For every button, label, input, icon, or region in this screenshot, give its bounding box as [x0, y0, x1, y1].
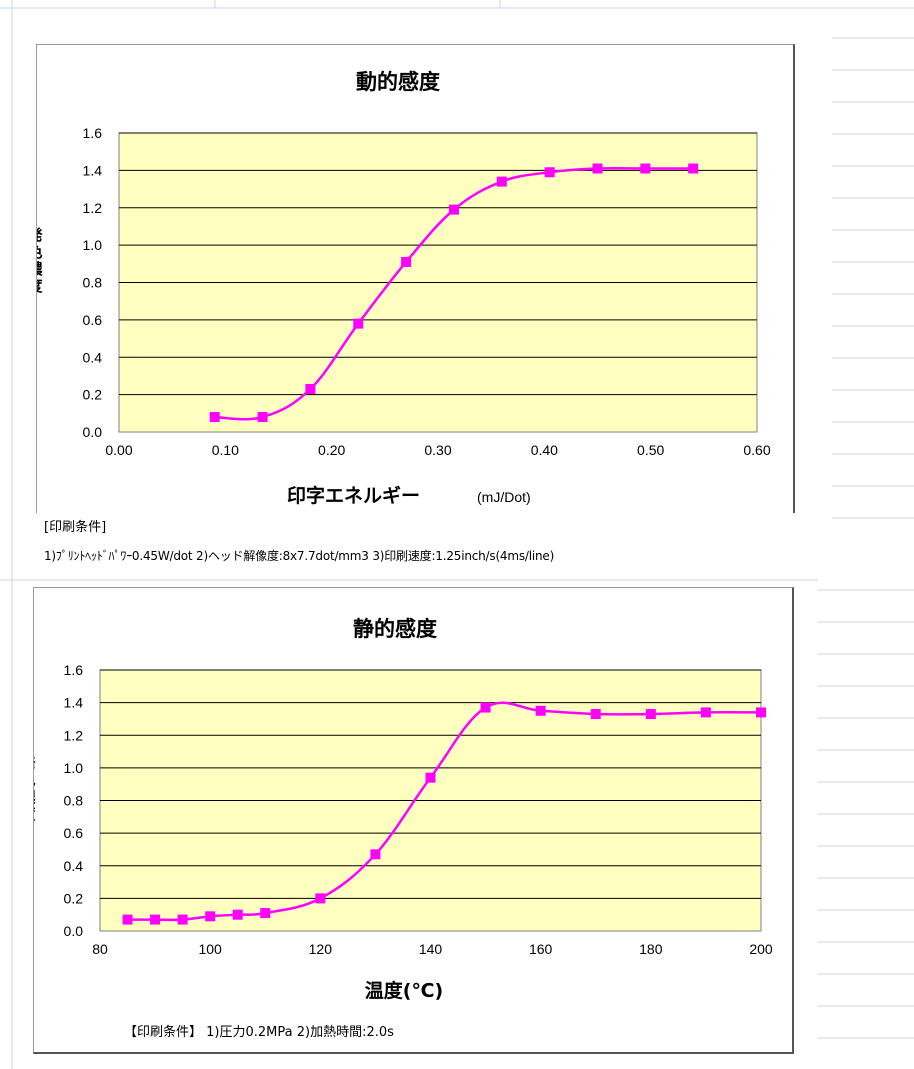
data-point: [700, 707, 711, 718]
data-point: [645, 709, 656, 720]
chart-title: 動的感度: [356, 70, 440, 94]
y-tick-label: 1.6: [83, 125, 103, 141]
data-point: [122, 914, 133, 925]
series-line: [214, 166, 694, 421]
y-axis-label-char: 濃: [34, 788, 36, 806]
x-axis-unit: (mJ/Dot): [477, 489, 531, 505]
y-tick-label: 1.6: [64, 662, 84, 678]
y-tick-label: 0.8: [64, 793, 84, 809]
data-point: [592, 163, 603, 174]
y-tick-label: 0.0: [64, 923, 84, 939]
y-tick-label: 0.4: [64, 858, 84, 874]
data-point: [535, 705, 546, 716]
data-point: [448, 204, 459, 215]
y-tick-label: 1.4: [83, 162, 103, 178]
y-axis-label-char: 色: [34, 771, 36, 789]
data-point: [544, 167, 555, 178]
x-axis-label: 温度(℃): [365, 979, 443, 1002]
data-point: [425, 772, 436, 783]
chart-dynamic-sensitivity: 動的感度 0.0 0.2 0.4 0.6 0.8 1.0 1.2 1.4 1.6 0.00 0.10…: [36, 44, 795, 513]
y-axis-label-char: 発: [34, 754, 36, 772]
y-tick-label: 1.4: [64, 695, 84, 711]
y-axis-label-char: 度: [34, 805, 36, 823]
data-point: [590, 709, 601, 720]
print-conditions-text: 1)ﾌﾟﾘﾝﾄﾍｯﾄﾞﾊﾟﾜｰ0.45W/dot 2)ヘッド解像度:8x7.7d…: [44, 549, 555, 563]
data-point: [353, 318, 364, 329]
data-point: [177, 914, 188, 925]
data-point: [257, 412, 268, 423]
data-point: [315, 893, 326, 904]
x-tick-label: 200: [749, 941, 773, 957]
data-point: [640, 163, 651, 174]
data-point: [401, 256, 412, 267]
y-tick-label: 1.2: [83, 200, 103, 216]
data-point: [209, 412, 220, 423]
y-axis-label-char: 色: [37, 243, 43, 261]
chart-static-sensitivity: 静的感度 0.0 0.2 0.4 0.6 0.8 1.0 1.2 1.4 1.6 80 100 120…: [33, 587, 794, 1054]
x-tick-label: 80: [92, 941, 108, 957]
data-point: [305, 384, 316, 395]
y-tick-label: 0.2: [64, 890, 84, 906]
data-point: [496, 176, 507, 187]
y-axis-label-char: 度: [37, 277, 43, 295]
x-axis-label: 印字エネルギー: [287, 484, 420, 507]
x-tick-label: 0.20: [318, 442, 345, 458]
data-point: [480, 702, 491, 713]
y-tick-label: 0.8: [83, 275, 103, 291]
data-point: [756, 707, 766, 718]
x-tick-label: 180: [639, 941, 663, 957]
data-point: [232, 909, 243, 920]
y-tick-label: 1.0: [64, 760, 84, 776]
y-tick-label: 1.2: [64, 727, 84, 743]
x-tick-label: 100: [198, 941, 222, 957]
y-tick-label: 0.0: [83, 424, 103, 440]
y-tick-label: 0.6: [64, 825, 84, 841]
y-axis-label-char: 濃: [37, 260, 43, 278]
x-tick-label: 0.40: [531, 442, 558, 458]
x-tick-label: 120: [309, 941, 333, 957]
y-tick-label: 1.0: [83, 237, 103, 253]
y-tick-label: 0.4: [83, 349, 103, 365]
x-tick-label: 0.50: [637, 442, 664, 458]
chart-2-svg: 静的感度 0.0 0.2 0.4 0.6 0.8 1.0 1.2 1.4 1.6 80 100 120…: [34, 617, 773, 1002]
print-conditions-heading: [印刷条件]: [44, 520, 107, 535]
chart-1-svg: 動的感度 0.0 0.2 0.4 0.6 0.8 1.0 1.2 1.4 1.6 0.00 0.10…: [37, 70, 771, 507]
print-conditions-text-2: 【印刷条件】 1)圧力0.2MPa 2)加熱時間:2.0s: [124, 1025, 394, 1040]
data-point: [688, 163, 699, 174]
data-point: [260, 908, 271, 919]
x-tick-label: 140: [419, 941, 443, 957]
chart-title: 静的感度: [353, 617, 437, 641]
x-tick-label: 160: [529, 941, 553, 957]
x-tick-label: 0.60: [743, 442, 770, 458]
x-tick-label: 0.00: [105, 442, 132, 458]
y-axis-label-char: 発: [37, 226, 43, 244]
y-tick-label: 0.6: [83, 312, 103, 328]
x-tick-label: 0.30: [424, 442, 451, 458]
x-tick-label: 0.10: [212, 442, 239, 458]
data-point: [150, 914, 161, 925]
data-point: [205, 911, 216, 922]
y-tick-label: 0.2: [83, 387, 103, 403]
data-point: [370, 849, 381, 860]
